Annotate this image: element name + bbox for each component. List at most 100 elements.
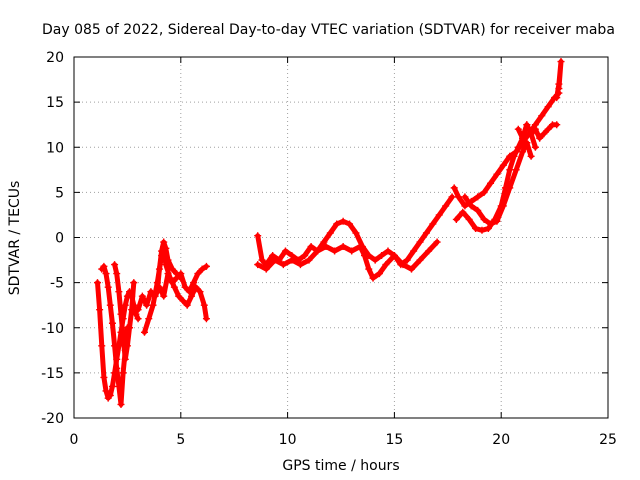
y-tick-labels: -20 -15 -10 -5 0 5 10 15 20 (41, 50, 64, 427)
data-point (296, 261, 304, 269)
data-series-6 (153, 238, 185, 296)
data-point (106, 301, 114, 309)
x-axis-label: GPS time / hours (282, 458, 399, 474)
data-point (499, 202, 507, 210)
data-series-8 (254, 238, 441, 282)
data-point (514, 125, 522, 133)
data-point (173, 270, 181, 278)
data-point (158, 247, 166, 255)
data-point (130, 279, 138, 287)
data-point (416, 238, 424, 246)
data-point (553, 94, 561, 102)
data-point (544, 125, 552, 133)
data-point (115, 288, 123, 296)
data-series-10 (452, 121, 561, 234)
data-point (168, 265, 176, 273)
data-point (378, 252, 386, 260)
data-point (390, 252, 398, 260)
data-point (202, 262, 210, 270)
data-point (155, 265, 163, 273)
data-point (134, 315, 142, 323)
data-point (115, 382, 123, 390)
data-point (523, 121, 531, 129)
data-point (512, 166, 520, 174)
data-point (557, 58, 565, 66)
data-point (514, 143, 522, 151)
data-series-12 (514, 121, 539, 151)
data-point (100, 373, 108, 381)
y-tick-label: 15 (46, 95, 64, 111)
data-point (254, 232, 262, 240)
data-point (403, 256, 411, 264)
data-point (459, 208, 467, 216)
data-point (506, 166, 514, 174)
data-point (123, 342, 131, 350)
data-point (164, 256, 172, 264)
data-point (96, 306, 104, 314)
data-point (480, 215, 488, 223)
data-point (314, 247, 322, 255)
data-point (119, 333, 127, 341)
data-point (555, 85, 563, 93)
data-series-7 (254, 193, 456, 269)
data-point (113, 364, 121, 372)
data-point (108, 319, 116, 327)
data-point (553, 121, 561, 129)
data-point (493, 170, 501, 178)
data-point (450, 184, 458, 192)
data-point (262, 265, 270, 273)
data-point (111, 261, 119, 269)
series-trace (255, 194, 455, 268)
y-tick-label: 0 (55, 231, 64, 247)
series-trace (554, 59, 564, 101)
data-point (333, 220, 341, 228)
data-point (102, 387, 110, 395)
data-point (111, 342, 119, 350)
x-tick-label: 25 (599, 432, 617, 448)
data-point (510, 152, 518, 160)
data-point (183, 301, 191, 309)
data-point (258, 256, 266, 264)
data-point (126, 324, 134, 332)
data-point (117, 310, 125, 318)
data-point (487, 220, 495, 228)
data-point (175, 292, 183, 300)
data-point (138, 292, 146, 300)
data-point (134, 306, 142, 314)
data-point (519, 148, 527, 156)
data-point (194, 270, 202, 278)
y-axis-label: SDTVAR / TECUs (7, 181, 23, 296)
data-point (269, 252, 277, 260)
data-point (467, 202, 475, 210)
data-point (442, 202, 450, 210)
data-point (435, 211, 443, 219)
axis-ticks (73, 56, 609, 419)
data-point (119, 369, 127, 377)
data-point (375, 270, 383, 278)
data-point (452, 215, 460, 223)
y-tick-label: -15 (41, 366, 64, 382)
data-point (454, 193, 462, 201)
data-point (422, 229, 430, 237)
y-tick-label: -20 (41, 411, 64, 427)
data-point (480, 188, 488, 196)
series-trace (154, 239, 184, 295)
data-point (192, 283, 200, 291)
data-point (465, 215, 473, 223)
series-trace (142, 244, 209, 335)
data-point (202, 315, 210, 323)
data-point (140, 328, 148, 336)
data-point (484, 224, 492, 232)
series-trace (453, 122, 560, 233)
data-point (523, 139, 531, 147)
y-tick-label: -5 (50, 276, 64, 292)
data-point (506, 184, 514, 192)
data-point (448, 193, 456, 201)
data-point (527, 152, 535, 160)
x-tick-label: 5 (176, 432, 185, 448)
data-point (160, 238, 168, 246)
data-point (399, 261, 407, 269)
data-point (149, 301, 157, 309)
data-point (407, 265, 415, 273)
